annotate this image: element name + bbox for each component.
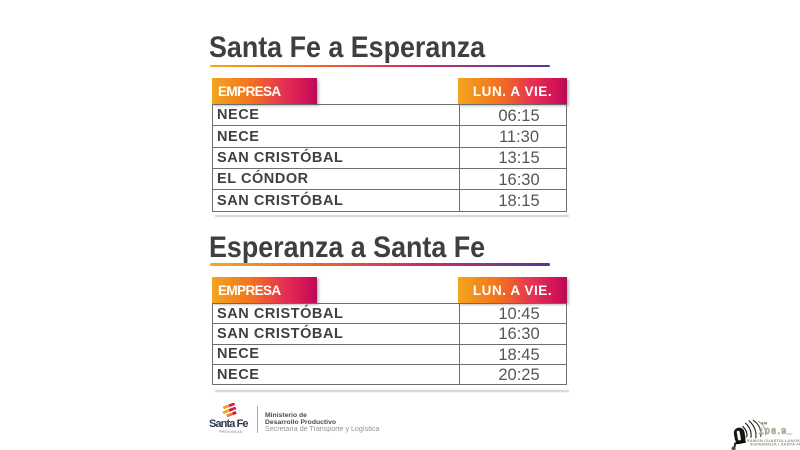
svg-text:FM: FM	[762, 422, 768, 426]
svg-text:MHz: MHz	[786, 432, 793, 436]
svg-text:ESPERANZA / SANTA FE: ESPERANZA / SANTA FE	[751, 441, 800, 446]
svg-text:RAMON CUASTOLLANOS: RAMON CUASTOLLANOS	[747, 438, 800, 443]
svg-text:106.9: 106.9	[759, 426, 788, 436]
